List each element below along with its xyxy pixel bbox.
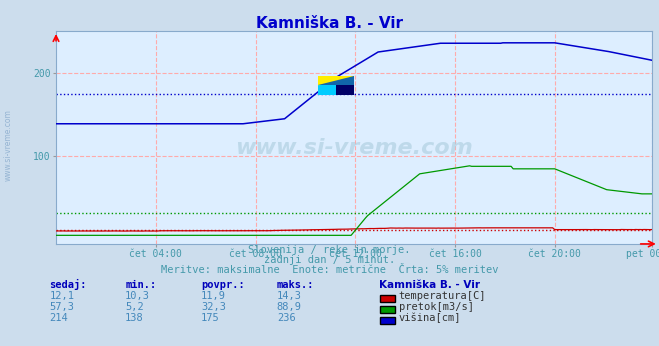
Text: 57,3: 57,3 bbox=[49, 302, 74, 312]
Text: 12,1: 12,1 bbox=[49, 291, 74, 301]
Bar bbox=[318, 85, 336, 95]
Text: www.si-vreme.com: www.si-vreme.com bbox=[4, 109, 13, 181]
Text: 5,2: 5,2 bbox=[125, 302, 144, 312]
Polygon shape bbox=[318, 76, 355, 85]
Polygon shape bbox=[336, 85, 355, 95]
Polygon shape bbox=[336, 85, 355, 95]
Text: povpr.:: povpr.: bbox=[201, 280, 244, 290]
Bar bbox=[336, 85, 355, 95]
Text: 32,3: 32,3 bbox=[201, 302, 226, 312]
Text: min.:: min.: bbox=[125, 280, 156, 290]
Text: 88,9: 88,9 bbox=[277, 302, 302, 312]
Text: 11,9: 11,9 bbox=[201, 291, 226, 301]
Text: temperatura[C]: temperatura[C] bbox=[399, 291, 486, 301]
Text: www.si-vreme.com: www.si-vreme.com bbox=[235, 138, 473, 158]
Text: 138: 138 bbox=[125, 313, 144, 324]
Text: sedaj:: sedaj: bbox=[49, 279, 87, 290]
Text: Meritve: maksimalne  Enote: metrične  Črta: 5% meritev: Meritve: maksimalne Enote: metrične Črta… bbox=[161, 265, 498, 275]
Text: zadnji dan / 5 minut.: zadnji dan / 5 minut. bbox=[264, 255, 395, 265]
Polygon shape bbox=[318, 76, 355, 85]
Text: 175: 175 bbox=[201, 313, 219, 324]
Polygon shape bbox=[318, 76, 355, 85]
Text: pretok[m3/s]: pretok[m3/s] bbox=[399, 302, 474, 312]
Text: Kamniška B. - Vir: Kamniška B. - Vir bbox=[379, 280, 480, 290]
Text: 214: 214 bbox=[49, 313, 68, 324]
Text: višina[cm]: višina[cm] bbox=[399, 313, 461, 324]
Text: Slovenija / reke in morje.: Slovenija / reke in morje. bbox=[248, 245, 411, 255]
Text: maks.:: maks.: bbox=[277, 280, 314, 290]
Bar bbox=[318, 76, 355, 85]
Text: 14,3: 14,3 bbox=[277, 291, 302, 301]
Text: Kamniška B. - Vir: Kamniška B. - Vir bbox=[256, 16, 403, 30]
Text: 236: 236 bbox=[277, 313, 295, 324]
Text: 10,3: 10,3 bbox=[125, 291, 150, 301]
